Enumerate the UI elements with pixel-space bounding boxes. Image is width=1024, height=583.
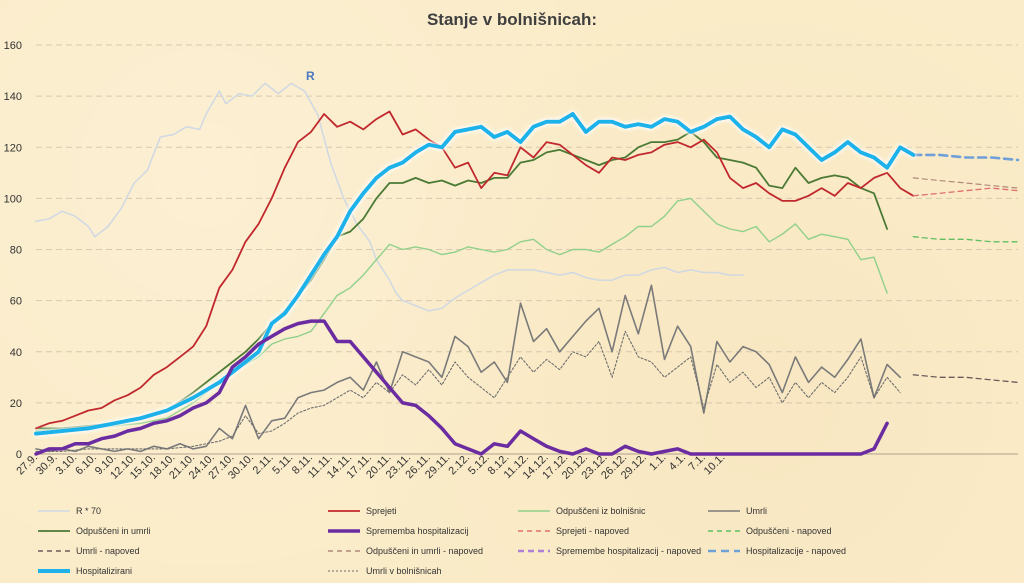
legend-item: Odpuščeni in umrli [38, 526, 151, 536]
x-tick-label: 4.1. [667, 452, 688, 473]
x-axis: 27.9.30.9.3.10.6.10.9.10.12.10.15.10.18.… [14, 452, 727, 482]
x-tick-label: 5.12. [466, 452, 492, 478]
legend-item: Spremembe hospitalizacij - napoved [518, 546, 701, 556]
series-line-1 [35, 110, 915, 430]
legend-item: Odpuščeni - napoved [708, 526, 832, 536]
legend-label: Odpuščeni - napoved [746, 526, 832, 536]
r-annotation: R [306, 69, 315, 83]
legend-label: Odpuščeni in umrli - napoved [366, 546, 483, 556]
legend-label: Odpuščeni iz bolnišnic [556, 506, 646, 516]
x-tick-label: 30.9. [34, 452, 60, 478]
chart-title: Stanje v bolnišnicah: [427, 10, 597, 29]
y-tick-label: 80 [10, 245, 22, 257]
series-group [34, 82, 1020, 456]
legend-item: Sprejeti - napoved [518, 526, 629, 536]
y-tick-label: 20 [10, 398, 22, 410]
series-line-6 [34, 319, 889, 456]
legend-item: Sprememba hospitalizacij [328, 526, 469, 536]
y-axis: 0 20 40 60 80 100 120 140 160 [4, 40, 22, 461]
series-line-11 [912, 374, 1019, 384]
x-tick-label: 3.10. [54, 452, 80, 478]
legend-label: Hospitalizacije - napoved [746, 546, 846, 556]
legend-item: Hospitalizacije - napoved [708, 546, 846, 556]
y-tick-label: 0 [16, 449, 22, 461]
series-line-4 [35, 330, 901, 452]
legend-item: R * 70 [38, 506, 101, 516]
x-tick-label: 2.12. [446, 452, 472, 478]
x-tick-label: 5.11. [270, 452, 295, 477]
legend-label: Sprejeti [366, 506, 397, 516]
legend-item: Umrli [708, 506, 767, 516]
x-tick-label: 6.10. [73, 452, 99, 478]
series-line-5 [35, 131, 888, 430]
series-line-3 [35, 284, 901, 453]
x-tick-label: 2.11. [251, 452, 276, 477]
series-line-13 [912, 153, 1020, 162]
legend-item: Sprejeti [328, 506, 397, 516]
y-tick-label: 60 [10, 296, 22, 308]
series-line-0 [35, 82, 744, 312]
legend: R * 70 Sprejeti Odpuščeni iz bolnišnic Umrl… [38, 506, 846, 576]
legend-item: Odpuščeni iz bolnišnic [518, 506, 646, 516]
legend-label: Umrli - napoved [76, 546, 140, 556]
legend-item: Umrli v bolnišnicah [328, 566, 442, 576]
legend-label: Sprejeti - napoved [556, 526, 629, 536]
series-line-12 [912, 177, 1019, 189]
series-line-9 [912, 187, 1019, 197]
grid [36, 44, 1018, 455]
legend-label: Umrli v bolnišnicah [366, 566, 442, 576]
series-line-2 [35, 197, 888, 432]
y-tick-label: 100 [4, 193, 22, 205]
legend-item: Odpuščeni in umrli - napoved [328, 546, 483, 556]
legend-label: Spremembe hospitalizacij - napoved [556, 546, 701, 556]
y-tick-label: 160 [4, 40, 22, 52]
legend-label: Sprememba hospitalizacij [366, 526, 469, 536]
y-tick-label: 40 [10, 347, 22, 359]
series-line-10 [912, 236, 1019, 243]
legend-label: Hospitalizirani [76, 566, 132, 576]
legend-label: R * 70 [76, 506, 101, 516]
legend-label: Odpuščeni in umrli [76, 526, 151, 536]
legend-label: Umrli [746, 506, 767, 516]
series-line-7 [34, 112, 916, 436]
legend-item: Hospitalizirani [38, 566, 132, 576]
y-tick-label: 120 [4, 142, 22, 154]
legend-item: Umrli - napoved [38, 546, 140, 556]
y-tick-label: 140 [4, 91, 22, 103]
